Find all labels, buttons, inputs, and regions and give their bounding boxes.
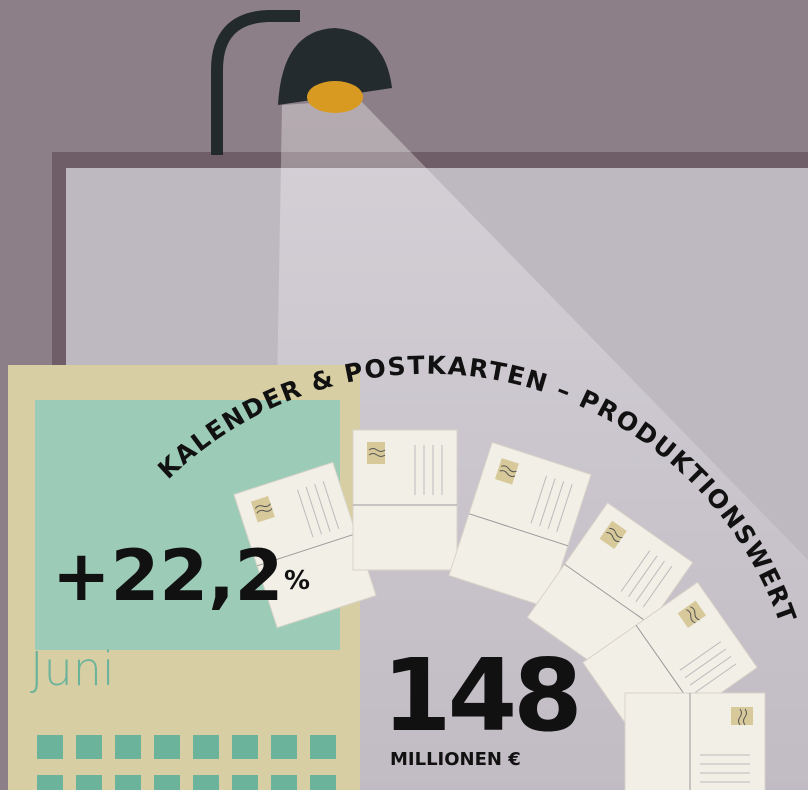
- day-square: [37, 775, 63, 790]
- postcard: [353, 430, 457, 570]
- change-value: +22,2: [52, 535, 283, 617]
- day-square: [154, 735, 180, 759]
- day-square: [76, 735, 102, 759]
- day-square: [232, 775, 258, 790]
- day-square: [76, 775, 102, 790]
- day-square: [232, 735, 258, 759]
- postcard-stamp: [367, 442, 385, 464]
- day-square: [310, 775, 336, 790]
- day-square: [193, 775, 219, 790]
- day-square: [310, 735, 336, 759]
- postcard-stamp: [731, 707, 753, 725]
- month: Juni: [30, 642, 115, 696]
- day-square: [115, 775, 141, 790]
- total-unit: MILLIONEN €: [390, 749, 521, 770]
- day-square: [37, 735, 63, 759]
- day-square: [193, 735, 219, 759]
- infographic: Juni +22,2 % 148 MILLIONEN € KALENDER & …: [0, 0, 808, 790]
- day-square: [271, 775, 297, 790]
- change-unit: %: [284, 566, 310, 596]
- day-square: [154, 775, 180, 790]
- lamp-bulb: [307, 81, 363, 113]
- day-square: [115, 735, 141, 759]
- total-value: 148: [382, 637, 579, 754]
- day-square: [271, 735, 297, 759]
- postcard: [625, 693, 765, 790]
